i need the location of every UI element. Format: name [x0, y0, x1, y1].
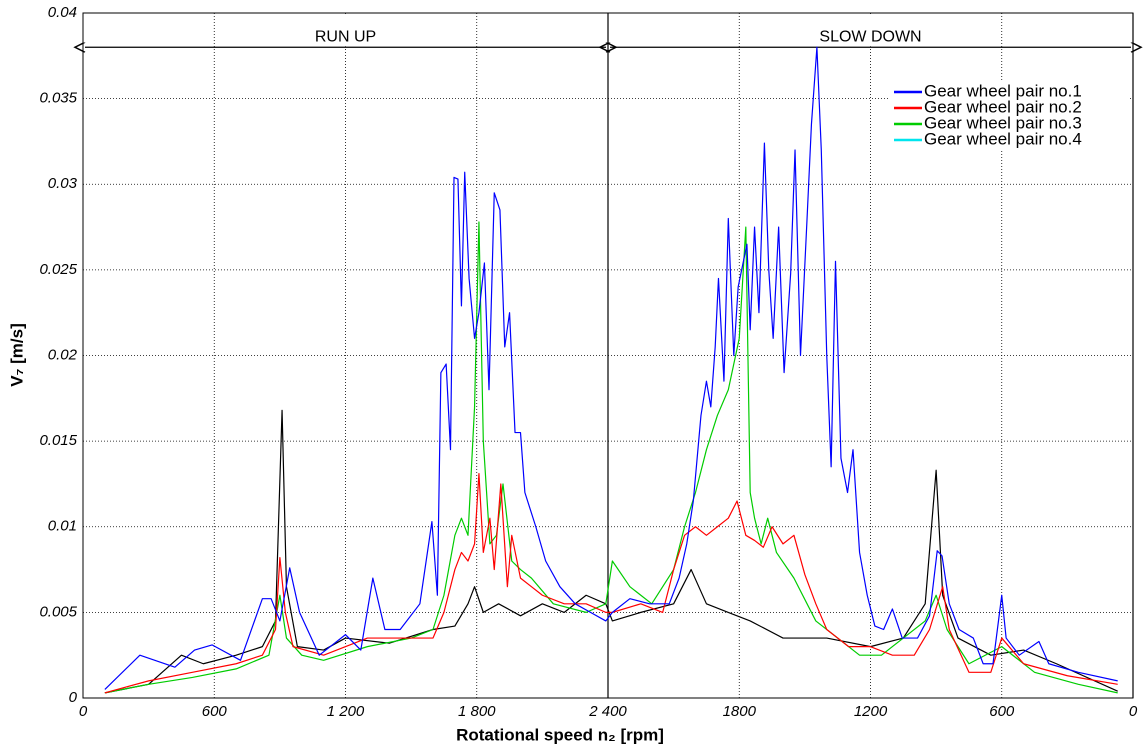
legend-label: Gear wheel pair no.2: [924, 97, 1082, 116]
x-tick-label: 600: [202, 703, 228, 720]
x-tick-label: 1 200: [327, 703, 365, 720]
series-line: [104, 409, 1118, 694]
series-line: [104, 473, 1118, 694]
legend-label: Gear wheel pair no.1: [924, 81, 1082, 100]
x-axis-label: Rotational speed n₂ [rpm]: [456, 725, 664, 744]
y-tick-label: 0.005: [39, 603, 77, 620]
y-tick-label: 0.025: [39, 261, 77, 278]
y-tick-label: 0.03: [48, 175, 78, 192]
phase-label: SLOW DOWN: [819, 28, 921, 45]
y-axis-label: V₇ [m/s]: [7, 323, 26, 386]
legend-box: [890, 82, 1128, 150]
phase-label-bg: [813, 14, 928, 47]
x-tick-label: 1200: [854, 703, 888, 720]
x-tick-label: 2 400: [588, 703, 627, 720]
series-line: [104, 221, 1118, 694]
x-tick-label: 0: [1129, 703, 1138, 720]
y-tick-label: 0.02: [48, 346, 78, 363]
y-tick-label: 0: [69, 689, 78, 706]
y-tick-label: 0.015: [39, 432, 77, 449]
legend-label: Gear wheel pair no.4: [924, 129, 1082, 148]
y-tick-label: 0.01: [48, 518, 77, 535]
x-tick-label: 1800: [723, 703, 757, 720]
phase-label: RUN UP: [315, 28, 376, 45]
x-tick-label: 0: [79, 703, 88, 720]
phase-label-bg: [308, 14, 383, 47]
x-tick-label: 1 800: [458, 703, 496, 720]
series-line: [104, 46, 1118, 690]
y-tick-label: 0.04: [48, 4, 77, 21]
legend-label: Gear wheel pair no.3: [924, 113, 1082, 132]
x-tick-label: 600: [989, 703, 1015, 720]
y-tick-label: 0.035: [39, 90, 77, 107]
